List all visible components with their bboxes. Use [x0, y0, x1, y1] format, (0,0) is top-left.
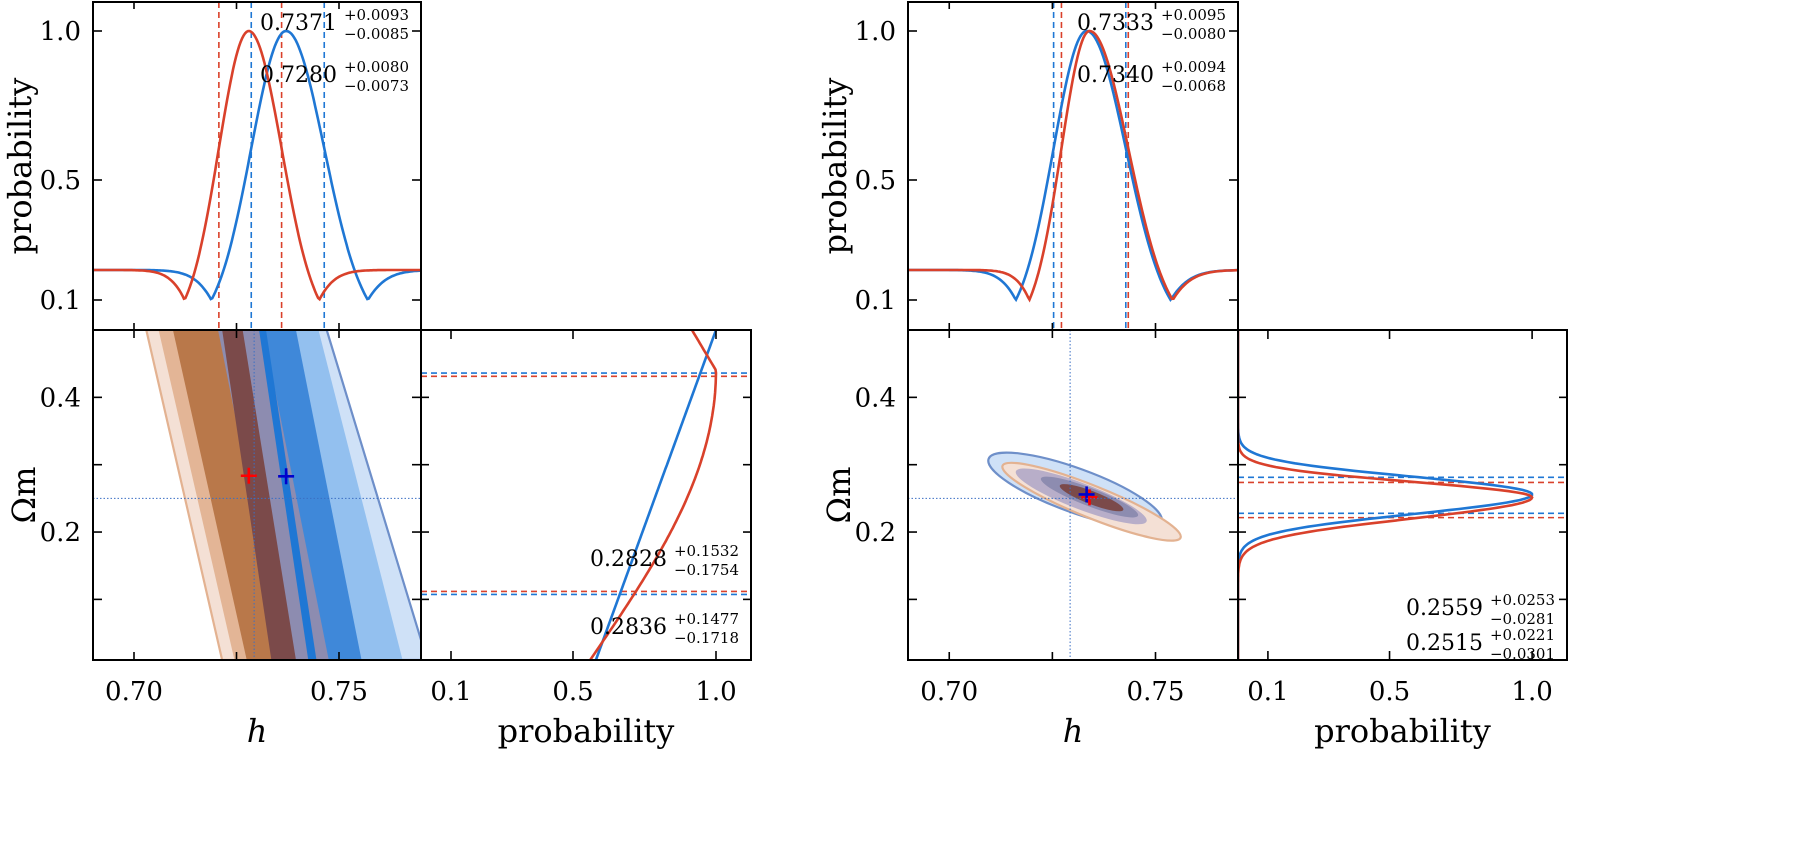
- y-axis-label: probability: [1, 78, 39, 255]
- left-joint-contours: [145, 330, 421, 660]
- series-line-red: [1238, 330, 1534, 660]
- annotation-value: 0.2515: [1406, 631, 1483, 656]
- y-axis-label: probability: [816, 78, 854, 255]
- x-tick-label: 0.1: [430, 677, 471, 707]
- left-right-frame: [420, 329, 752, 661]
- x-tick-label: 0.75: [1127, 677, 1185, 707]
- x-tick-label: 0.70: [920, 677, 978, 707]
- y-axis-label: Ωm: [820, 467, 858, 524]
- overlap-core: [222, 330, 296, 660]
- annotation-sup: +0.0095: [1161, 6, 1226, 24]
- y-tick-label: 0.2: [855, 518, 896, 548]
- annotation-label: 0.7340: [1077, 63, 1154, 88]
- x-axis-label: probability: [1314, 712, 1491, 750]
- series-line-blue: [1238, 330, 1534, 660]
- right-joint-panel: 0.70 0.75 0.2 0.4 h Ωm: [820, 330, 1238, 750]
- y-tick-label: 0.1: [855, 286, 896, 316]
- annotation-value: 0.7333: [1077, 11, 1154, 36]
- left-top-panel: 0.1 0.5 1.0 probability 0.7371 +0.0093−0.0085…: [1, 2, 422, 330]
- annotation-sup: +0.1477: [674, 610, 739, 628]
- annotation-sup: +0.1532: [674, 542, 739, 560]
- y-tick-label: 0.4: [40, 383, 81, 413]
- annotation-label: 0.2559: [1406, 596, 1483, 621]
- annotation-value: 0.7371: [260, 11, 337, 36]
- right-joint-contours: [987, 330, 1182, 660]
- x-tick-label: 0.75: [310, 677, 368, 707]
- annotation-sup: +0.0221: [1490, 626, 1555, 644]
- annotation-label: 0.7280: [260, 63, 337, 88]
- annotation-value: 0.7280: [260, 63, 337, 88]
- annotation-value: 0.7340: [1077, 63, 1154, 88]
- right-top-panel: 0.1 0.5 1.0 probability 0.7333 +0.0095−0.0080…: [816, 2, 1238, 330]
- series-line-blue: [594, 330, 718, 660]
- y-tick-label: 0.4: [855, 383, 896, 413]
- annotation-sub: −0.0301: [1490, 645, 1555, 663]
- right-right-panel: 0.1 0.5 1.0 probability 0.2559 +0.0253−0.0281…: [1238, 330, 1567, 750]
- annotation-sup: +0.0080: [344, 58, 409, 76]
- annotation-label: 0.7371: [260, 11, 337, 36]
- y-tick-label: 1.0: [855, 17, 896, 47]
- annotation-label: 0.2515: [1406, 631, 1483, 656]
- x-tick-label: 1.0: [695, 677, 736, 707]
- x-tick-label: 0.5: [1369, 677, 1410, 707]
- y-axis-label: Ωm: [5, 467, 43, 524]
- annotation-sup: +0.0253: [1490, 591, 1555, 609]
- contour-blue-inner: [259, 330, 362, 660]
- annotation-sub: −0.1718: [674, 629, 739, 647]
- right-right-frame: [1237, 329, 1568, 661]
- annotation-sub: −0.1754: [674, 561, 739, 579]
- annotation-sub: −0.0085: [344, 25, 409, 43]
- series-line-red: [93, 29, 421, 302]
- left-right-panel: 0.1 0.5 1.0 probability 0.2828 +0.1532−0.1754…: [421, 330, 751, 750]
- annotation-label: 0.7333: [1077, 11, 1154, 36]
- left-joint-panel: 0.70 0.75 0.2 0.4 h Ωm: [5, 330, 421, 750]
- annotation-sup: +0.0093: [344, 6, 409, 24]
- left-right-curves: [421, 330, 751, 660]
- annotation-value: 0.2559: [1406, 596, 1483, 621]
- annotation-sub: −0.0073: [344, 77, 409, 95]
- y-tick-label: 0.1: [40, 286, 81, 316]
- left-top-frame: [92, 1, 422, 331]
- x-axis-label: h: [1063, 712, 1084, 750]
- annotation-sub: −0.0080: [1161, 25, 1226, 43]
- annotation-sub: −0.0281: [1490, 610, 1555, 628]
- annotation-value: 0.2828: [590, 547, 667, 572]
- annotation-sub: −0.0068: [1161, 77, 1226, 95]
- x-tick-label: 0.5: [552, 677, 593, 707]
- blue-edge-line: [259, 330, 317, 660]
- series-line-red: [589, 330, 718, 660]
- annotation-value: 0.2836: [590, 615, 667, 640]
- x-axis-label: probability: [498, 712, 675, 750]
- y-tick-label: 0.5: [855, 166, 896, 196]
- x-tick-label: 0.1: [1247, 677, 1288, 707]
- x-tick-label: 1.0: [1511, 677, 1552, 707]
- y-tick-label: 0.2: [40, 518, 81, 548]
- annotation-sup: +0.0094: [1161, 58, 1226, 76]
- x-tick-label: 0.70: [105, 677, 163, 707]
- y-tick-label: 0.5: [40, 166, 81, 196]
- series-line-red: [908, 29, 1238, 303]
- annotation-label: 0.2836: [590, 615, 667, 640]
- x-axis-label: h: [247, 712, 268, 750]
- annotation-label: 0.2828: [590, 547, 667, 572]
- right-right-curves: [1238, 330, 1567, 660]
- y-tick-label: 1.0: [40, 17, 81, 47]
